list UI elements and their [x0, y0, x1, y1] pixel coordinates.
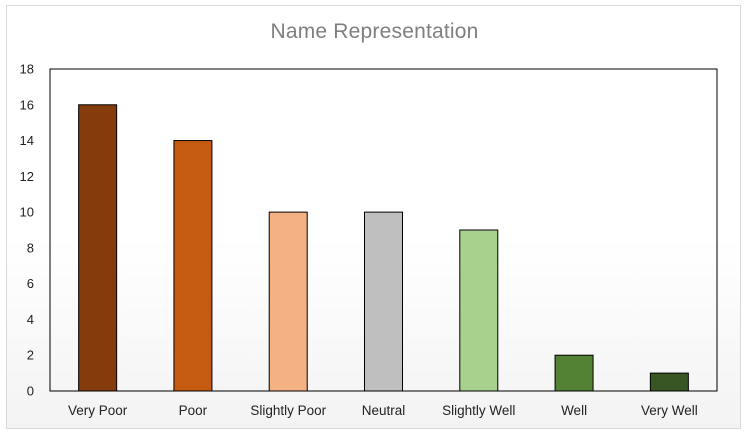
y-tick-label: 18	[20, 62, 34, 77]
bar	[364, 211, 403, 392]
x-tick-label: Very Well	[641, 403, 698, 418]
y-tick-label: 10	[20, 205, 34, 220]
x-tick-label: Very Poor	[68, 403, 128, 418]
x-tick-label: Well	[561, 403, 587, 418]
y-axis-ticks: 0 2 4 6 8 10 12 14 16 18	[20, 62, 34, 399]
x-tick-label: Poor	[179, 403, 208, 418]
x-tick-label: Slightly Poor	[250, 403, 326, 418]
y-tick-label: 4	[27, 312, 34, 327]
bar	[268, 211, 308, 392]
bar	[173, 140, 213, 392]
y-tick-label: 2	[27, 348, 34, 363]
x-tick-label: Slightly Well	[442, 403, 515, 418]
y-tick-label: 14	[20, 133, 34, 148]
bar	[459, 229, 499, 392]
bar	[78, 104, 118, 392]
y-tick-label: 6	[27, 276, 34, 291]
bar	[554, 354, 594, 392]
y-tick-label: 8	[27, 240, 34, 255]
chart-title: Name Representation	[270, 20, 479, 43]
y-tick-label: 0	[27, 384, 34, 399]
y-tick-label: 12	[20, 169, 34, 184]
bar	[649, 372, 689, 392]
y-tick-label: 16	[20, 97, 34, 112]
bars	[78, 104, 689, 392]
x-tick-label: Neutral	[362, 403, 406, 418]
x-axis-labels: Very Poor Poor Slightly Poor Neutral Slightl…	[68, 403, 698, 418]
